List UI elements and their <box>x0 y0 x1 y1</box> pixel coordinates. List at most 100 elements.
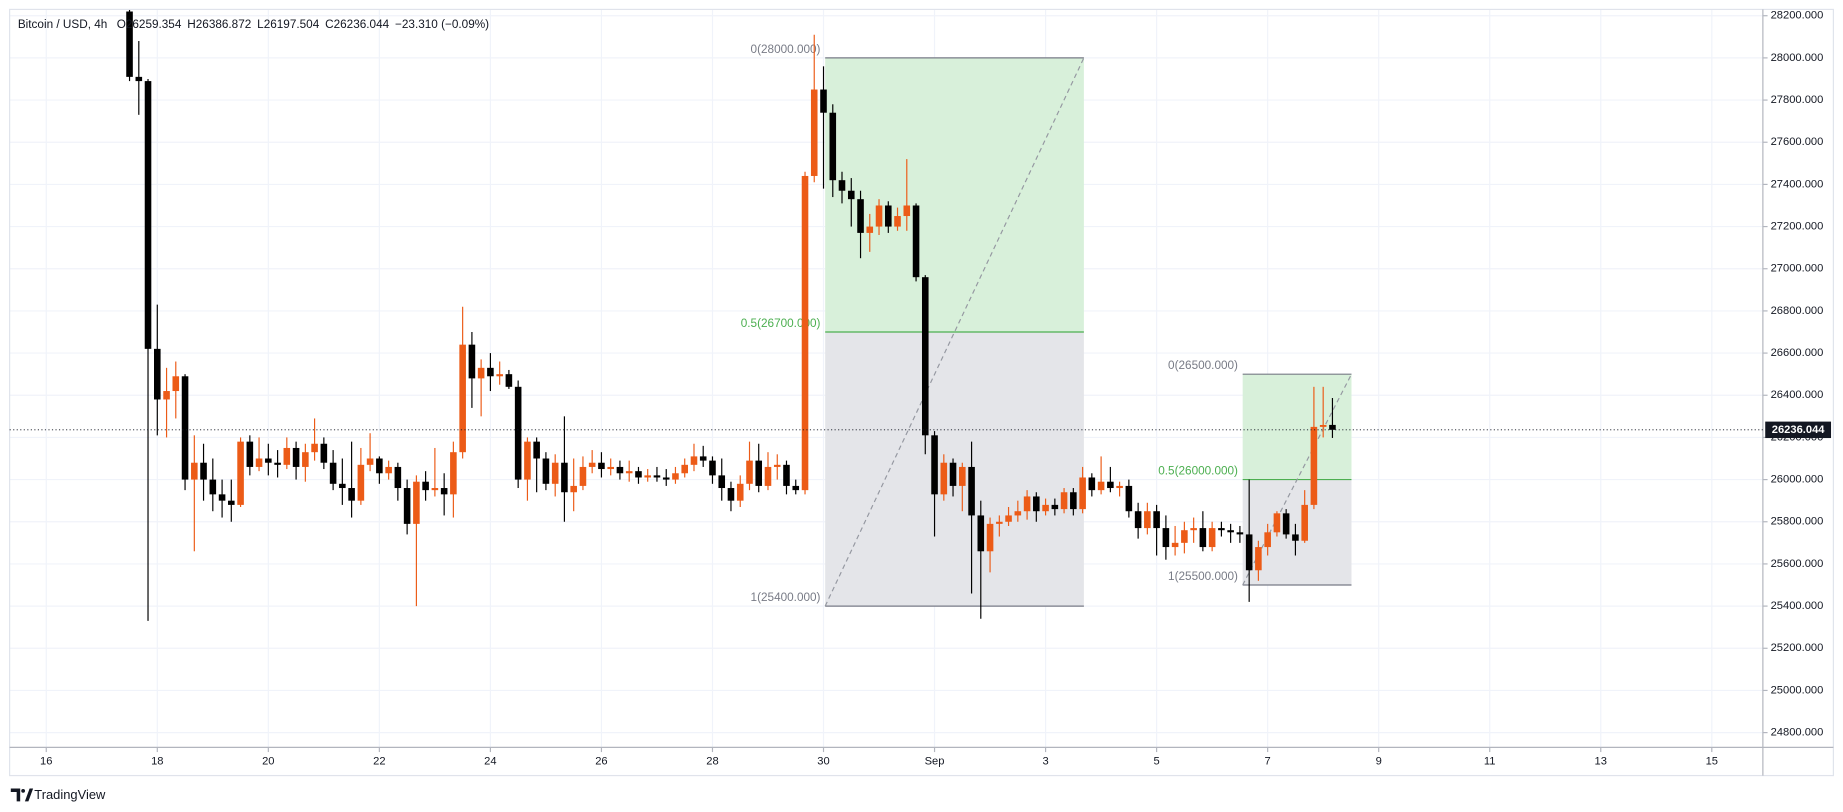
candle-body <box>385 466 392 474</box>
candle-body <box>255 458 263 467</box>
candle-body <box>459 344 466 453</box>
x-tick-label: 28 <box>706 755 718 767</box>
candle-body <box>422 481 429 491</box>
candle-body <box>1107 481 1114 489</box>
candle-body <box>1245 534 1253 571</box>
candle-body <box>1190 528 1197 531</box>
candle-body <box>163 391 170 400</box>
candle-body <box>690 456 698 465</box>
candle-body <box>1181 530 1188 543</box>
candle-body <box>246 441 254 467</box>
candle-body <box>820 89 827 113</box>
candle-body <box>672 473 679 480</box>
candle-body <box>1264 532 1271 548</box>
x-tick-label: 5 <box>1154 755 1160 767</box>
candle-body <box>172 376 180 392</box>
candle-body <box>1218 528 1225 531</box>
candle-body <box>1005 515 1012 522</box>
candle-body <box>838 180 846 191</box>
candle-body <box>1208 528 1216 548</box>
candle-body <box>366 458 374 465</box>
candle-body <box>588 462 596 467</box>
candle-body <box>903 205 911 217</box>
candle-body <box>339 483 346 489</box>
x-tick-label: 7 <box>1265 755 1271 767</box>
candle-body <box>357 464 365 501</box>
y-tick-label: 27600.000 <box>1771 136 1824 148</box>
candle-body <box>607 466 615 470</box>
candle-body <box>1236 532 1244 535</box>
fib-level-label: 1(25400.000) <box>751 591 821 604</box>
candle-body <box>413 481 420 524</box>
candle-body <box>200 462 207 480</box>
candle-body <box>1088 477 1096 491</box>
logo-dot <box>21 788 26 793</box>
x-tick-label: 15 <box>1706 755 1718 767</box>
logo-mark <box>10 788 21 802</box>
fib-trend-line <box>824 57 1085 607</box>
y-tick-label: 26600.000 <box>1771 347 1824 359</box>
candle-body <box>191 462 198 480</box>
candle-body <box>736 483 744 501</box>
candle-body <box>644 475 651 478</box>
last-price-box <box>1765 421 1832 439</box>
x-tick-label: 16 <box>40 755 52 767</box>
y-tick-label: 25200.000 <box>1771 642 1824 654</box>
legend-value: H26386.872 <box>187 18 251 31</box>
candle-body <box>746 460 753 484</box>
candle-body <box>274 462 281 465</box>
candle-body <box>931 435 938 495</box>
y-tick-label: 24800.000 <box>1771 727 1824 739</box>
candle-body <box>885 205 892 227</box>
candle-body <box>875 205 883 227</box>
candle-body <box>598 462 605 470</box>
x-tick-label: 24 <box>484 755 496 767</box>
candle-body <box>718 475 726 489</box>
candle-body <box>1171 542 1179 548</box>
x-tick-label: 26 <box>595 755 607 767</box>
candle-body <box>681 464 689 474</box>
candle-body <box>1255 547 1262 571</box>
legend-value: L26197.504 <box>257 18 320 31</box>
candle-body <box>912 205 920 278</box>
candle-body <box>1097 481 1105 491</box>
candle-body <box>302 452 309 467</box>
candle-body <box>1329 424 1336 430</box>
frame <box>9 8 1834 777</box>
candle-body <box>1079 477 1086 510</box>
candle-body <box>783 464 790 486</box>
fib-level-label: 0.5(26700.000) <box>741 317 821 330</box>
chart-title: Bitcoin / USD, 4h <box>18 18 107 31</box>
x-tick-label: 13 <box>1595 755 1607 767</box>
candle-body <box>866 226 874 233</box>
candle-body <box>662 477 670 480</box>
candle-body <box>1273 513 1281 533</box>
fib-level-label: 0.5(26000.000) <box>1158 464 1238 477</box>
logo <box>10 788 34 802</box>
candle-body <box>949 462 957 486</box>
candle-body <box>477 367 485 379</box>
x-tick-label: Sep <box>925 755 945 767</box>
candle-body <box>533 441 540 459</box>
legend-value: C26236.044 <box>325 18 389 31</box>
candle-body <box>135 76 143 82</box>
y-tick-label: 26000.000 <box>1771 474 1824 486</box>
candle-body <box>968 466 975 516</box>
candle-body <box>505 374 513 387</box>
y-tick-label: 28200.000 <box>1771 10 1824 22</box>
candle-body <box>773 464 781 467</box>
candle-body <box>616 466 624 474</box>
candle-body <box>1292 534 1299 541</box>
candle-body <box>542 458 550 484</box>
candle-body <box>579 466 587 486</box>
candle-body <box>524 441 531 480</box>
candle-body <box>1042 504 1049 512</box>
candle-body <box>496 374 503 377</box>
candle-body <box>1144 511 1151 529</box>
candle-body <box>1014 511 1022 516</box>
candle-body <box>1310 426 1318 505</box>
y-tick-label: 25000.000 <box>1771 684 1824 696</box>
candle-body <box>181 376 189 480</box>
candle-body <box>801 175 809 491</box>
candle-body <box>1070 492 1077 510</box>
